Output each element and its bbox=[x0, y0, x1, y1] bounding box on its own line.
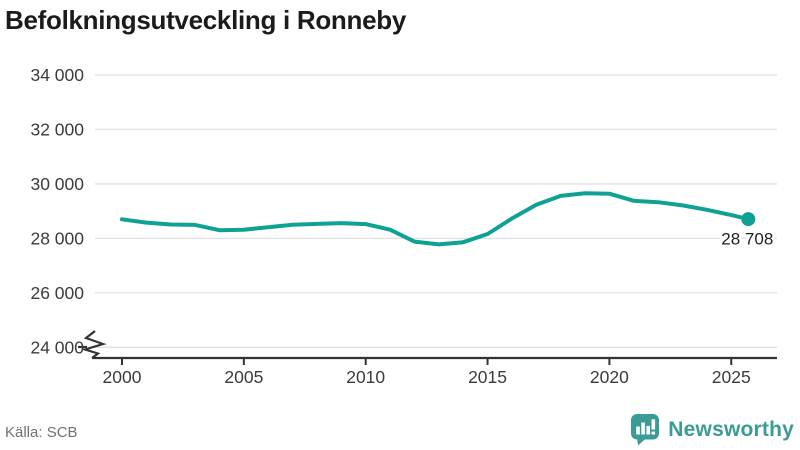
y-tick-label: 30 000 bbox=[30, 174, 84, 194]
x-tick-label: 2020 bbox=[590, 367, 629, 387]
x-tick-label: 2015 bbox=[468, 367, 507, 387]
logo-exclamation-dot bbox=[651, 431, 656, 435]
data-series: 28 708 bbox=[120, 191, 776, 251]
logo-exclamation-stem bbox=[651, 419, 656, 430]
x-tick-label: 2000 bbox=[103, 367, 142, 387]
y-tick-label: 26 000 bbox=[30, 283, 84, 303]
logo-bar-3 bbox=[646, 426, 651, 435]
newsworthy-wordmark: Newsworthy bbox=[668, 417, 794, 441]
source-caption: Källa: SCB bbox=[5, 424, 78, 441]
x-tick-label: 2025 bbox=[712, 367, 751, 387]
newsworthy-logo[interactable]: Newsworthy bbox=[630, 413, 794, 446]
logo-bar-1 bbox=[636, 426, 641, 435]
logo-bar-2 bbox=[641, 422, 646, 435]
x-tick-label: 2010 bbox=[346, 367, 385, 387]
x-tick-label: 2005 bbox=[224, 367, 263, 387]
gridlines bbox=[95, 74, 777, 348]
y-tick-label: 28 000 bbox=[30, 228, 84, 248]
newsworthy-icon bbox=[631, 414, 660, 446]
latest-value-label: 28 708 bbox=[721, 229, 773, 248]
y-tick-label: 34 000 bbox=[30, 65, 84, 85]
axis-break-zigzag-icon bbox=[81, 330, 107, 359]
population-line bbox=[120, 191, 751, 247]
latest-value-dot bbox=[741, 212, 756, 227]
y-tick-label: 32 000 bbox=[30, 119, 84, 139]
chart-title: Befolkningsutveckling i Ronneby bbox=[5, 5, 406, 35]
y-tick-label: 24 000 bbox=[30, 337, 84, 357]
axis-ticks: 34 000 32 000 30 000 28 000 26 000 24 000 2000… bbox=[30, 65, 750, 387]
